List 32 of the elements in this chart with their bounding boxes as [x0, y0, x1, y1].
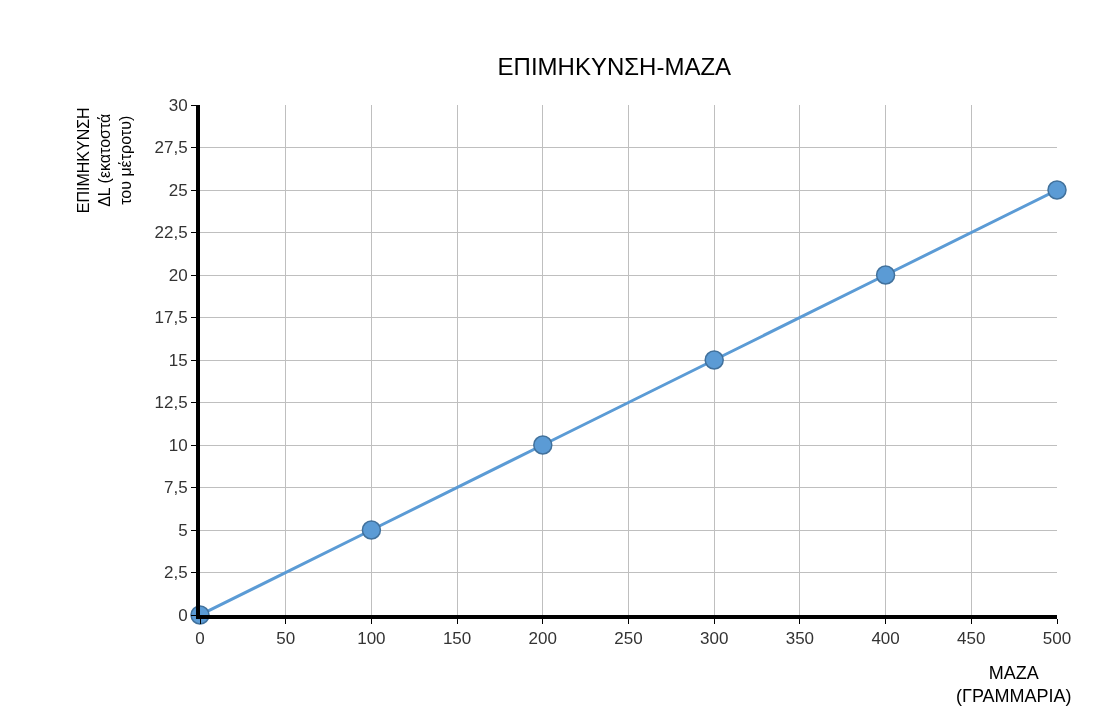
y-tick-label: 2,5	[163, 563, 188, 583]
x-tick-label: 450	[957, 629, 986, 649]
point	[533, 435, 553, 455]
x-tick-label: 350	[785, 629, 815, 649]
y-tick-label: 20	[168, 265, 188, 285]
point	[704, 350, 724, 370]
y-axis-title: ΕΠΙΜΗΚΥΝΣΗ ΔL (εκατοστά του μέτροτυ)	[75, 107, 134, 214]
y-tick-label: 15	[168, 350, 188, 370]
x-tick-label: 100	[357, 629, 386, 649]
y-tick-label: 22,5	[154, 223, 188, 243]
y-tick-label: 25	[168, 180, 188, 200]
x-tick-label: 400	[871, 629, 900, 649]
chart-title: ΕΠΙΜΗΚΥΝΣΗ-ΜΑΖΑ	[497, 52, 732, 80]
y-tick-label: 5	[178, 520, 188, 540]
x-tick-label: 300	[700, 629, 729, 649]
y-tick-label: 12,5	[154, 393, 188, 413]
point	[875, 265, 896, 285]
x-tick-label: 150	[442, 629, 472, 649]
y-tick-label: 0	[178, 605, 188, 625]
y-tick-label: 27,5	[154, 138, 188, 158]
x-tick-label: 500	[1042, 629, 1072, 649]
point	[1047, 180, 1067, 200]
y-tick-label: 10	[168, 435, 188, 455]
y-tick-label: 17,5	[154, 308, 188, 328]
x-tick-label: 0	[195, 629, 205, 649]
x-tick-label: 50	[276, 629, 296, 649]
y-tick-label: 30	[168, 95, 188, 115]
point	[361, 520, 382, 540]
x-tick-label: 250	[614, 629, 643, 649]
x-tick-label: 200	[528, 629, 557, 649]
y-tick-label: 7,5	[163, 478, 188, 498]
x-axis-title: ΜΑΖΑ (ΓΡΑΜΜΑΡΙΑ)	[956, 663, 1072, 707]
